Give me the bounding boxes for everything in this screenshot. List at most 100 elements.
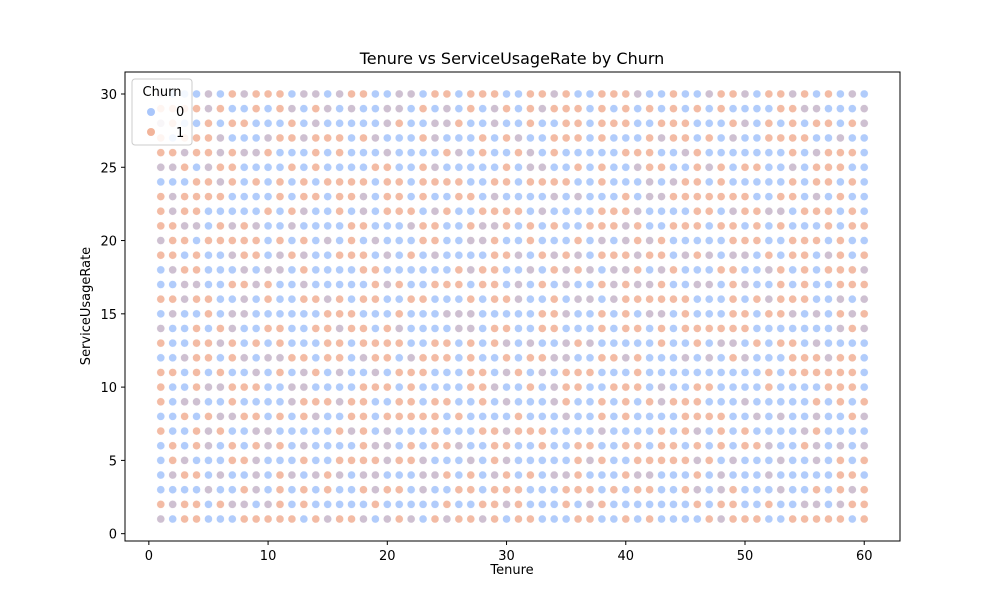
point-both bbox=[323, 236, 332, 245]
point-churn-1 bbox=[347, 192, 356, 201]
point-churn-1 bbox=[824, 514, 833, 524]
point-churn-1 bbox=[502, 353, 511, 362]
point-churn-0 bbox=[180, 250, 189, 260]
point-churn-1 bbox=[347, 177, 356, 187]
point-churn-1 bbox=[693, 207, 702, 216]
point-churn-1 bbox=[466, 368, 475, 377]
point-churn-1 bbox=[204, 309, 213, 319]
point-churn-0 bbox=[180, 382, 189, 392]
point-both bbox=[442, 119, 452, 128]
point-churn-1 bbox=[716, 265, 726, 275]
point-both bbox=[502, 368, 511, 377]
point-both bbox=[740, 119, 750, 128]
point-churn-1 bbox=[633, 485, 642, 494]
point-churn-0 bbox=[192, 236, 201, 245]
point-churn-1 bbox=[192, 382, 201, 392]
point-churn-1 bbox=[836, 148, 845, 157]
point-churn-1 bbox=[490, 236, 499, 245]
point-churn-0 bbox=[228, 104, 237, 113]
point-both bbox=[585, 338, 595, 348]
point-churn-0 bbox=[311, 485, 320, 494]
point-churn-0 bbox=[561, 426, 571, 436]
point-churn-0 bbox=[824, 236, 833, 245]
point-churn-0 bbox=[406, 500, 416, 509]
point-churn-1 bbox=[228, 397, 237, 406]
point-churn-0 bbox=[514, 382, 523, 392]
point-churn-1 bbox=[406, 441, 416, 450]
point-churn-1 bbox=[800, 236, 809, 245]
point-both bbox=[526, 148, 535, 157]
point-churn-0 bbox=[681, 500, 690, 509]
point-churn-0 bbox=[538, 119, 547, 128]
point-churn-1 bbox=[573, 368, 583, 377]
point-churn-0 bbox=[597, 382, 607, 392]
point-churn-0 bbox=[204, 250, 213, 260]
point-churn-0 bbox=[514, 397, 523, 406]
point-churn-0 bbox=[561, 324, 571, 333]
point-churn-1 bbox=[251, 89, 261, 99]
point-churn-0 bbox=[657, 221, 666, 231]
point-both bbox=[383, 514, 392, 524]
point-churn-1 bbox=[728, 294, 738, 304]
point-churn-0 bbox=[383, 397, 392, 406]
point-both bbox=[263, 133, 273, 143]
point-churn-0 bbox=[788, 412, 797, 421]
point-churn-0 bbox=[228, 192, 237, 201]
point-both bbox=[788, 163, 797, 172]
point-churn-0 bbox=[693, 133, 702, 143]
point-churn-1 bbox=[621, 397, 630, 406]
point-churn-0 bbox=[514, 353, 523, 362]
point-churn-1 bbox=[335, 294, 344, 304]
point-churn-0 bbox=[263, 368, 273, 377]
point-churn-1 bbox=[406, 456, 416, 465]
point-churn-0 bbox=[585, 163, 595, 172]
point-churn-1 bbox=[490, 514, 499, 524]
point-churn-0 bbox=[502, 89, 511, 99]
point-churn-1 bbox=[275, 236, 285, 245]
point-both bbox=[561, 280, 571, 289]
point-churn-1 bbox=[466, 382, 475, 392]
point-churn-0 bbox=[466, 177, 475, 187]
point-churn-0 bbox=[442, 412, 452, 421]
point-churn-1 bbox=[716, 324, 726, 333]
point-churn-0 bbox=[526, 485, 535, 494]
point-churn-1 bbox=[502, 177, 511, 187]
point-churn-0 bbox=[311, 456, 320, 465]
point-churn-0 bbox=[776, 177, 785, 187]
point-both bbox=[299, 133, 309, 143]
point-churn-0 bbox=[275, 280, 285, 289]
point-churn-0 bbox=[454, 456, 464, 465]
point-churn-1 bbox=[597, 324, 607, 333]
point-churn-1 bbox=[836, 265, 845, 275]
point-churn-1 bbox=[812, 426, 821, 436]
point-churn-1 bbox=[216, 368, 225, 377]
point-both bbox=[406, 514, 416, 524]
point-churn-1 bbox=[752, 514, 762, 524]
point-both bbox=[418, 456, 428, 465]
point-both bbox=[836, 324, 845, 333]
point-churn-1 bbox=[788, 192, 797, 201]
point-churn-1 bbox=[478, 397, 487, 406]
point-churn-0 bbox=[442, 133, 452, 143]
point-both bbox=[299, 382, 309, 392]
point-churn-1 bbox=[180, 500, 189, 509]
point-churn-0 bbox=[478, 470, 487, 480]
point-churn-0 bbox=[836, 338, 845, 348]
point-both bbox=[240, 265, 249, 275]
point-churn-0 bbox=[418, 500, 428, 509]
point-churn-1 bbox=[347, 89, 356, 99]
point-churn-0 bbox=[776, 119, 785, 128]
point-both bbox=[788, 89, 797, 99]
point-churn-1 bbox=[204, 412, 213, 421]
point-churn-1 bbox=[716, 500, 726, 509]
point-both bbox=[740, 280, 750, 289]
point-churn-1 bbox=[359, 265, 368, 275]
point-churn-1 bbox=[395, 192, 404, 201]
point-both bbox=[228, 412, 237, 421]
point-churn-0 bbox=[752, 485, 762, 494]
point-churn-0 bbox=[180, 324, 189, 333]
point-churn-1 bbox=[705, 382, 714, 392]
point-churn-0 bbox=[454, 221, 464, 231]
point-churn-1 bbox=[192, 192, 201, 201]
point-churn-0 bbox=[597, 265, 607, 275]
